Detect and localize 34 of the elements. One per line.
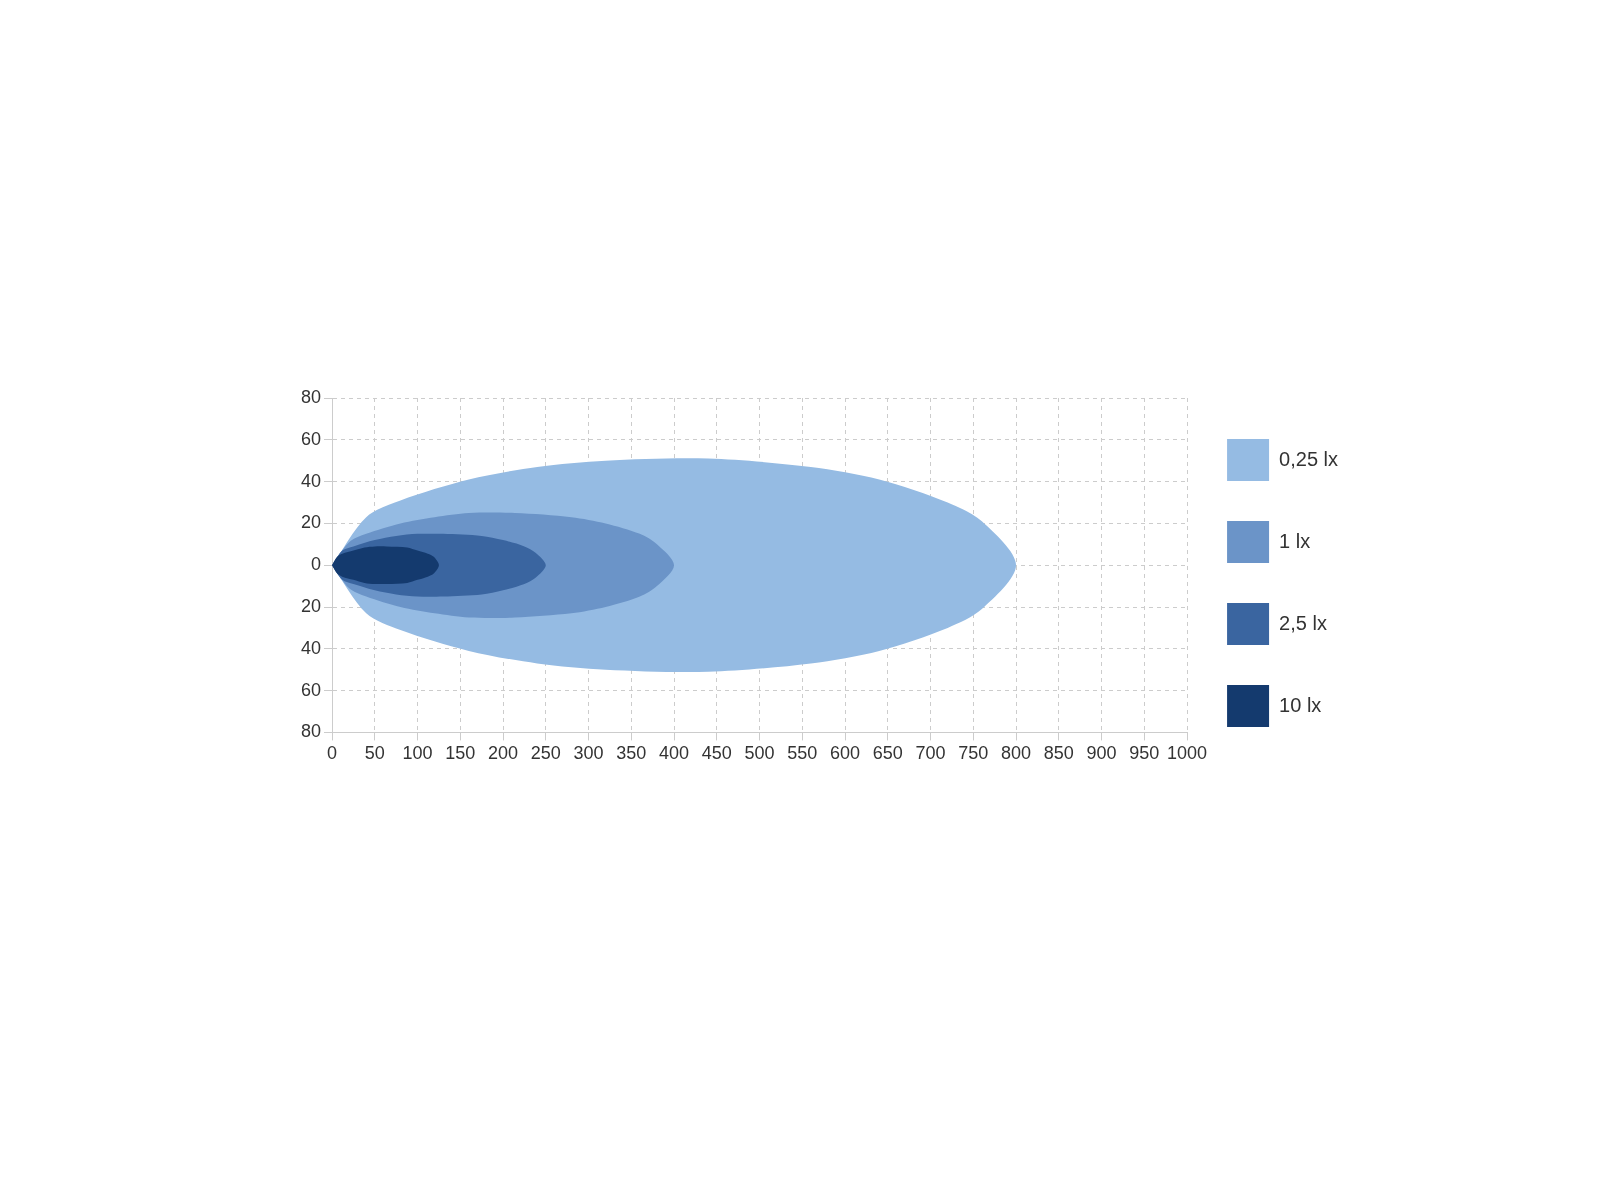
y-tick-label: 20 (300, 595, 322, 616)
y-tick-label: 0 (311, 554, 322, 575)
x-tick-label: 700 (915, 743, 946, 764)
legend-label: 10 lx (1279, 693, 1322, 716)
x-tick-label: 0 (327, 743, 338, 764)
x-tick-label: 400 (659, 743, 690, 764)
x-tick-label: 950 (1129, 743, 1160, 764)
legend-label: 0,25 lx (1279, 447, 1339, 470)
x-tick-label: 250 (530, 743, 561, 764)
x-tick-label: 550 (787, 743, 818, 764)
x-tick-label: 350 (616, 743, 647, 764)
x-tick-label: 500 (744, 743, 775, 764)
y-tick-label: 40 (300, 637, 322, 658)
y-tick-label: 80 (300, 386, 322, 407)
x-tick-label: 750 (958, 743, 989, 764)
legend-label: 1 lx (1279, 529, 1311, 552)
x-tick-label: 50 (364, 743, 385, 764)
x-tick-label: 650 (872, 743, 903, 764)
x-tick-label: 600 (830, 743, 861, 764)
x-tick-label: 800 (1001, 743, 1032, 764)
legend-label: 2,5 lx (1279, 611, 1327, 634)
x-tick-label: 450 (701, 743, 732, 764)
x-tick-label: 150 (445, 743, 476, 764)
x-tick-label: 200 (488, 743, 519, 764)
y-tick-label: 80 (300, 721, 322, 742)
y-tick-label: 60 (300, 679, 322, 700)
x-tick-label: 100 (402, 743, 433, 764)
x-tick-label: 900 (1086, 743, 1117, 764)
y-tick-label: 40 (300, 470, 322, 491)
x-tick-label: 300 (573, 743, 604, 764)
x-tick-label: 850 (1043, 743, 1074, 764)
x-tick-label: 1000 (1167, 743, 1208, 764)
y-tick-label: 60 (300, 428, 322, 449)
y-tick-label: 20 (300, 512, 322, 533)
